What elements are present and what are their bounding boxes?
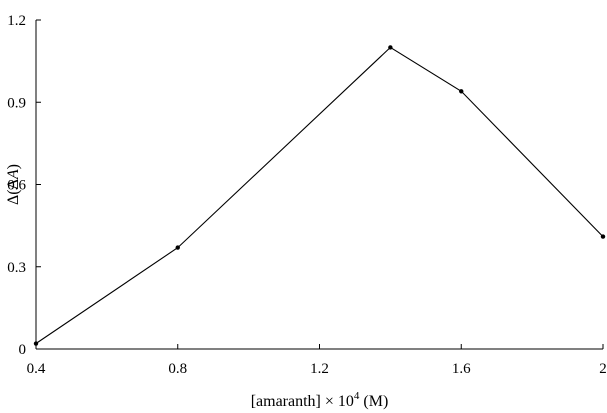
x-ticks: 0.4 0.8 1.2 1.6 2	[27, 344, 607, 377]
y-axis-title: Δ(ΔA)	[5, 164, 22, 205]
x-tick-label: 2	[599, 361, 607, 377]
y-tick-label: 0.6	[7, 178, 26, 194]
data-point	[175, 245, 180, 250]
y-tick-label: 0.3	[7, 260, 26, 276]
data-point	[459, 89, 464, 94]
x-tick-label: 1.6	[452, 361, 471, 377]
x-axis-title-main: [amaranth] × 10	[251, 393, 354, 410]
y-axis-title-suffix: )	[5, 164, 22, 169]
y-tick-label: 1.2	[7, 13, 26, 29]
y-axis-title-prefix: Δ(Δ	[5, 179, 22, 205]
x-tick-label: 0.8	[168, 361, 187, 377]
x-tick-label: 0.4	[27, 361, 46, 377]
data-point	[600, 234, 606, 239]
x-tick-label: 1.2	[310, 361, 329, 377]
data-point	[388, 45, 393, 50]
x-axis-title-exponent: 4	[354, 390, 360, 402]
y-ticks: 0 0.3 0.6 0.9 1.2	[7, 13, 41, 358]
axes	[35, 20, 603, 350]
y-axis-title-variable: A	[5, 169, 22, 180]
y-tick-label: 0	[19, 342, 27, 358]
y-tick-label: 0.9	[7, 95, 26, 111]
x-axis-title-unit-text: (M)	[363, 393, 388, 410]
data-point	[33, 341, 39, 346]
x-axis-title: [amaranth] × 104 (M)	[251, 390, 389, 410]
data-series	[33, 45, 606, 346]
series-line	[35, 46, 604, 344]
